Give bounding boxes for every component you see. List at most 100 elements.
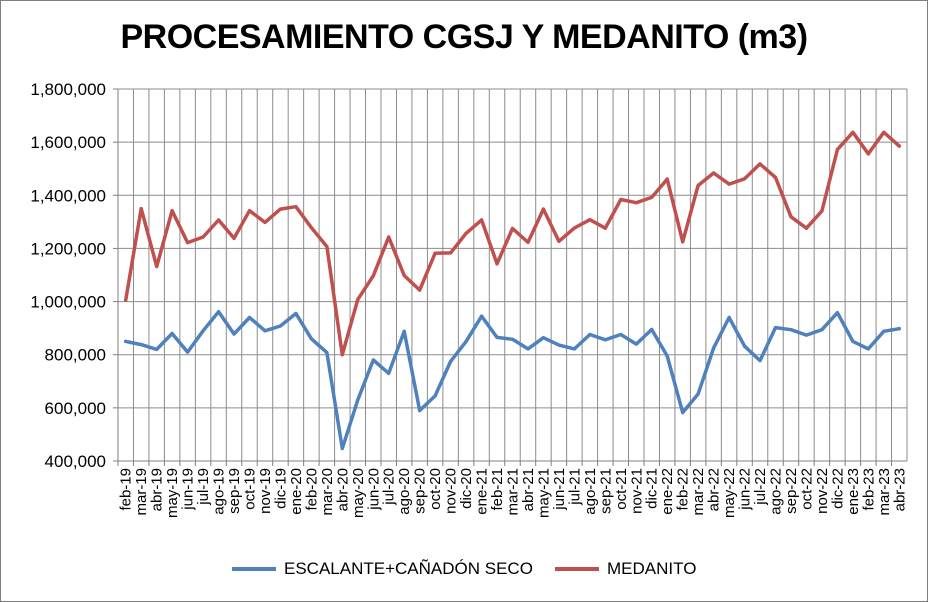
data-point-series-2: [696, 183, 700, 188]
x-tick-label: oct-21: [613, 468, 630, 510]
legend: ESCALANTE+CAÑADÓN SECO MEDANITO: [0, 557, 928, 581]
data-point-series-1: [278, 324, 283, 328]
legend-label-series-1: ESCALANTE+CAÑADÓN SECO: [284, 559, 533, 578]
y-axis-ticks: 400,000 600,000 800,000 1,000,000 1,200,000 1…: [30, 80, 106, 471]
data-point-series-1: [449, 359, 453, 363]
data-point-series-1: [371, 358, 375, 362]
data-point-series-2: [572, 226, 576, 230]
x-tick-label: jun-19: [180, 468, 197, 511]
x-tick-label: nov-22: [814, 468, 831, 514]
x-tick-label: sep-21: [597, 468, 614, 514]
data-point-series-2: [139, 206, 143, 211]
data-point-series-2: [232, 236, 236, 240]
data-point-series-2: [897, 144, 901, 148]
x-tick-label: dic-19: [272, 468, 289, 509]
data-point-series-2: [294, 205, 298, 209]
data-point-series-1: [309, 337, 313, 341]
x-tick-label: jun-22: [737, 468, 754, 511]
data-point-series-1: [619, 332, 623, 337]
x-tick-label: ene-23: [845, 468, 862, 515]
legend-swatch-series-2: [555, 567, 599, 571]
data-point-series-1: [464, 339, 468, 344]
data-point-series-1: [557, 343, 561, 347]
data-point-series-1: [201, 329, 205, 333]
data-point-series-1: [387, 371, 391, 375]
x-tick-label: mar-20: [319, 468, 336, 516]
data-point-series-2: [449, 251, 453, 255]
data-point-series-2: [418, 288, 422, 292]
x-tick-label: jul-19: [195, 468, 212, 506]
y-tick-label: 800,000: [45, 346, 106, 365]
x-tick-label: sep-20: [412, 468, 429, 514]
data-point-series-2: [402, 273, 406, 278]
data-point-series-2: [727, 182, 731, 186]
x-tick-label: ene-21: [474, 468, 491, 515]
legend-item-series-1: ESCALANTE+CAÑADÓN SECO: [232, 557, 533, 581]
x-tick-label: ago-19: [211, 468, 228, 515]
x-axis-ticks: feb-19mar-19abr-19may-19jun-19jul-19ago-…: [118, 468, 909, 518]
x-tick-label: sep-22: [783, 468, 800, 514]
data-point-series-1: [882, 329, 886, 333]
data-point-series-2: [387, 235, 391, 239]
data-point-series-1: [170, 331, 174, 336]
data-point-series-1: [263, 329, 267, 333]
data-point-series-2: [665, 177, 669, 181]
x-tick-label: mar-22: [690, 468, 707, 516]
data-point-series-2: [155, 264, 159, 269]
data-point-series-2: [557, 239, 561, 243]
data-point-series-2: [603, 226, 607, 230]
data-point-series-2: [216, 218, 221, 222]
data-point-series-2: [789, 215, 793, 219]
x-tick-label: ene-20: [288, 468, 305, 515]
data-point-series-1: [402, 329, 406, 333]
x-tick-label: mar-19: [133, 468, 150, 516]
legend-swatch-series-1: [232, 567, 276, 571]
data-point-series-1: [758, 358, 762, 363]
y-tick-label: 1,800,000: [30, 80, 106, 99]
x-tick-label: may-19: [164, 468, 181, 518]
data-point-series-1: [325, 350, 329, 355]
data-point-series-2: [170, 209, 174, 213]
data-point-series-2: [464, 231, 468, 235]
data-point-series-2: [479, 218, 484, 222]
data-point-series-1: [510, 337, 515, 341]
data-point-series-1: [495, 335, 499, 340]
x-tick-label: may-22: [721, 468, 738, 518]
series-lines: [123, 130, 902, 451]
data-point-series-2: [882, 130, 886, 134]
y-tick-label: 1,600,000: [30, 133, 106, 152]
data-point-series-1: [294, 311, 298, 316]
data-point-series-1: [851, 339, 855, 344]
data-point-series-1: [433, 394, 437, 398]
chart-title: PROCESAMIENTO CGSJ Y MEDANITO (m3): [120, 18, 808, 56]
data-point-series-1: [479, 314, 484, 318]
legend-item-series-2: MEDANITO: [555, 557, 696, 581]
data-point-series-1: [773, 326, 778, 330]
data-point-series-2: [820, 209, 824, 213]
data-point-series-1: [247, 315, 252, 320]
plot-area: [118, 89, 907, 461]
x-tick-label: sep-19: [226, 468, 243, 514]
x-tick-label: dic-20: [458, 468, 475, 509]
data-point-series-2: [309, 226, 313, 230]
x-tick-label: feb-19: [118, 468, 135, 511]
data-point-series-2: [541, 207, 546, 211]
data-point-series-1: [340, 446, 344, 451]
data-point-series-2: [712, 171, 716, 175]
data-point-series-2: [495, 262, 499, 266]
x-tick-label: abr-20: [334, 468, 351, 511]
data-point-series-1: [541, 336, 546, 340]
data-point-series-1: [820, 328, 824, 332]
x-tick-label: feb-22: [675, 468, 692, 511]
data-point-series-2: [619, 197, 623, 202]
data-point-series-2: [804, 226, 809, 230]
data-point-series-1: [650, 327, 654, 332]
x-tick-label: jun-21: [551, 468, 568, 511]
data-point-series-2: [851, 130, 855, 134]
data-point-series-2: [510, 226, 515, 231]
x-tick-label: abr-22: [706, 468, 723, 511]
data-point-series-1: [186, 350, 190, 354]
data-point-series-1: [155, 347, 159, 351]
data-point-series-2: [773, 175, 778, 180]
